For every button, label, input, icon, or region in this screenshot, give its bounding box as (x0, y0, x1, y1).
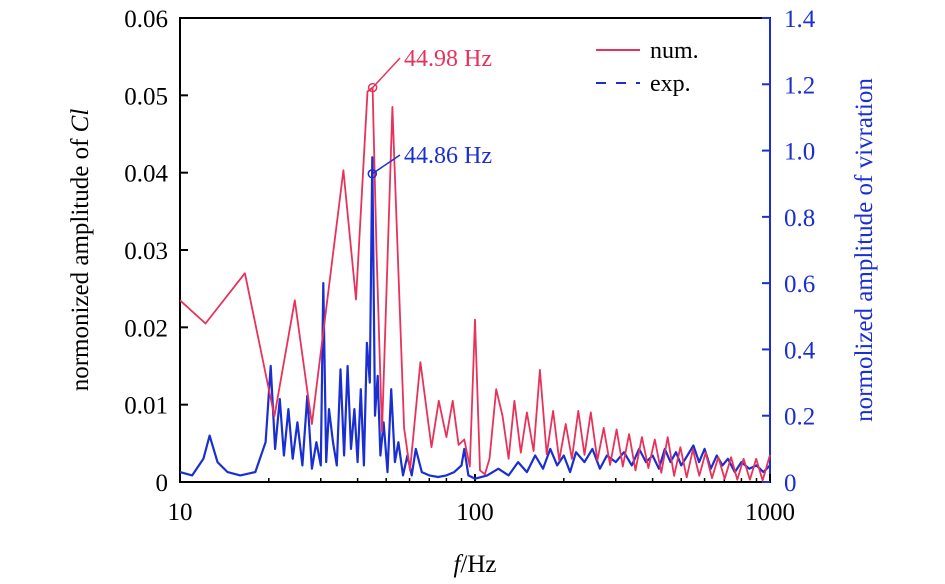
annotation-label: 44.98 Hz (404, 46, 492, 72)
annotations-layer: 44.98 Hz 44.86 Hz (367, 46, 492, 179)
x-axis-label: f/Hz (453, 551, 496, 578)
legend: num. exp. (596, 38, 699, 97)
y-left-tick-label: 0.01 (124, 393, 168, 420)
y-left-tick-label: 0 (156, 470, 169, 497)
y-right-tick-label: 0.2 (784, 404, 815, 431)
y-left-tick-label: 0.05 (124, 83, 168, 110)
annotation-marker (367, 169, 378, 179)
y-right-tick-label: 1.4 (784, 6, 816, 33)
y-left-axis-label: normonized amplitude of Cl (67, 109, 94, 392)
y-right-tick-label: 0.8 (784, 205, 815, 232)
x-tick-label: 10 (168, 499, 193, 526)
x-ticks: 10 100 1000 (168, 474, 795, 526)
x-tick-label: 1000 (745, 499, 795, 526)
legend-exp-label: exp. (650, 71, 691, 97)
x-tick-label: 100 (456, 499, 494, 526)
y-right-tick-label: 0 (784, 470, 797, 497)
y-left-ticks: 0 0.01 0.02 0.03 0.04 0.05 0.06 (124, 6, 188, 497)
y-left-tick-label: 0.04 (124, 161, 168, 188)
y-right-tick-label: 1.0 (784, 139, 815, 166)
annotation-leader (372, 57, 401, 89)
y-right-ticks: 0 0.2 0.4 0.6 0.8 1.0 1.2 1.4 (762, 6, 816, 497)
series-line-exp (179, 156, 771, 480)
annotation-marker (367, 82, 378, 93)
y-right-tick-label: 0.6 (784, 271, 815, 298)
annotation-leader (371, 154, 401, 175)
legend-num-label: num. (650, 38, 699, 64)
y-right-axis-label: normolized amplitude of vivration (851, 78, 878, 422)
annotation-label: 44.86 Hz (404, 143, 492, 169)
y-left-tick-label: 0.03 (124, 238, 168, 265)
y-left-tick-label: 0.02 (124, 315, 168, 342)
y-right-tick-label: 1.2 (784, 72, 815, 99)
y-right-tick-label: 0.4 (784, 337, 816, 364)
y-left-tick-label: 0.06 (124, 6, 168, 33)
series-line-num (179, 86, 771, 482)
series-layer (179, 86, 771, 482)
